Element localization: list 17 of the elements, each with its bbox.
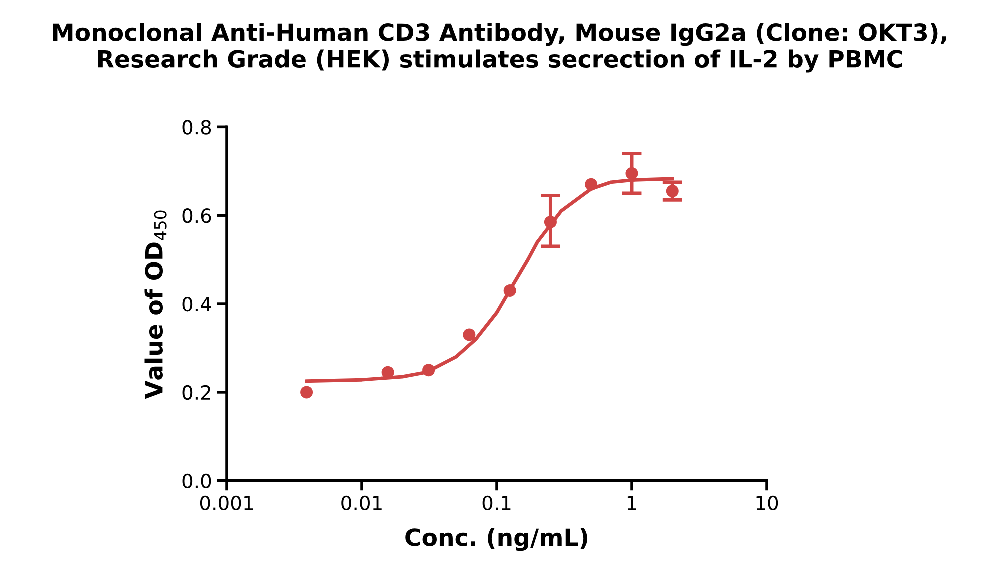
x-tick-label: 0.01	[342, 496, 382, 511]
x-tick-label: 1	[628, 496, 636, 510]
point	[585, 178, 598, 191]
point	[504, 284, 516, 298]
x-tick-label: 0.001	[200, 496, 254, 511]
y-tick-label: 0.6	[182, 208, 212, 224]
point	[422, 364, 436, 377]
x-tick-label: 10	[756, 496, 778, 511]
x-tick-label: 0.1	[482, 496, 511, 511]
y-tick-label: 0.0	[182, 474, 212, 489]
y-tick-label: 0.8	[182, 120, 212, 135]
y-axis-title: Value of OD$_{450}$	[144, 210, 167, 400]
chart-title: Monoclonal Anti-Human CD3 Antibody, Mouse IgG2a (Clone: OKT3), Research Grade (HEK) stimulates secrection of IL-2 by PBMC	[53, 23, 946, 73]
y-tick-label: 0.4	[182, 296, 212, 312]
y-tick-label: 0.2	[182, 385, 210, 400]
point	[463, 328, 476, 342]
x-axis-title: Conc. (ng/mL)	[406, 528, 588, 552]
